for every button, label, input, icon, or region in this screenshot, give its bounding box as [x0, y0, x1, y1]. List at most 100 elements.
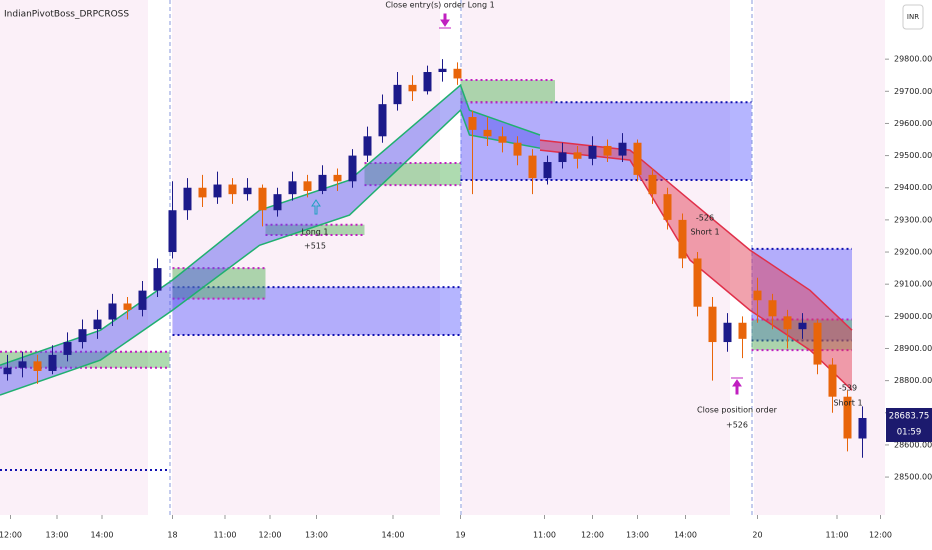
candle-body — [318, 174, 327, 191]
candle-body — [633, 142, 642, 175]
x-tick-label: 13:00 — [626, 531, 649, 540]
candle-body — [738, 322, 747, 339]
candle-body — [273, 194, 282, 211]
candle-body — [303, 181, 312, 191]
last-price: 28683.75 — [889, 411, 930, 421]
price-axis — [885, 0, 932, 550]
currency: INR — [907, 13, 919, 21]
candle-body — [468, 117, 477, 130]
last-price-box — [886, 407, 932, 442]
x-tick-label: 18 — [167, 531, 177, 540]
currency-badge[interactable] — [902, 4, 924, 30]
candle-body — [333, 174, 342, 182]
candle-body — [348, 155, 357, 182]
candle-body — [723, 322, 732, 343]
x-tick-label: 19 — [455, 531, 465, 540]
candle-body — [48, 354, 57, 371]
y-tick-label: 28900.00 — [894, 344, 932, 353]
y-tick-label: 29200.00 — [894, 248, 932, 257]
y-tick-label: 28600.00 — [894, 440, 932, 449]
y-tick-label: 28500.00 — [894, 473, 932, 482]
x-tick-label: 14:00 — [90, 531, 113, 540]
candle-body — [93, 319, 102, 330]
zone — [172, 268, 266, 299]
candle-body — [288, 181, 297, 195]
zone — [172, 287, 461, 335]
candle-body — [558, 152, 567, 163]
candle-body — [453, 68, 462, 79]
candle-body — [33, 361, 42, 371]
y-tick-label: 29000.00 — [894, 312, 932, 321]
x-tick-label: 12:00 — [258, 531, 281, 540]
x-tick-label: 14:00 — [381, 531, 404, 540]
zone — [364, 162, 461, 186]
candle-body — [543, 162, 552, 179]
candle-body — [618, 142, 627, 156]
off-session — [730, 0, 754, 515]
ribbon-fill — [0, 85, 540, 396]
candle-body — [228, 184, 237, 195]
candle-body — [843, 396, 852, 439]
candle-body — [138, 290, 147, 310]
y-tick-label: 28800.00 — [894, 376, 932, 385]
candle-body — [798, 322, 807, 330]
candle-body — [423, 72, 432, 92]
annotation: Close entry(s) order Long 1 — [385, 1, 494, 10]
x-tick-label: 11:00 — [825, 531, 848, 540]
candle-body — [768, 300, 777, 317]
time-axis — [0, 515, 885, 550]
candle-body — [198, 187, 207, 198]
candle-body — [528, 155, 537, 179]
y-tick-label: 29800.00 — [894, 55, 932, 64]
candle-body — [123, 303, 132, 310]
candle-body — [363, 136, 372, 156]
x-tick-label: 20 — [752, 531, 762, 540]
y-tick-label: 29700.00 — [894, 87, 932, 96]
candle-body — [258, 187, 267, 211]
candle-body — [678, 219, 687, 259]
ribbon-upper — [539, 139, 853, 331]
y-tick-label: 29500.00 — [894, 151, 932, 160]
candle-body — [573, 152, 582, 159]
x-tick-label: 12:00 — [581, 531, 604, 540]
x-tick-label: 14:00 — [674, 531, 697, 540]
indicator-title: IndianPivotBoss_DRPCROSS — [4, 10, 129, 20]
candle-body — [708, 306, 717, 343]
countdown: 01:59 — [897, 427, 922, 437]
annotation: +515 — [304, 242, 326, 251]
candle-body — [153, 268, 162, 291]
candle-body — [168, 210, 177, 253]
candle-body — [753, 290, 762, 301]
candle-body — [648, 174, 657, 195]
off-session — [148, 0, 172, 515]
y-tick-label: 29300.00 — [894, 215, 932, 224]
y-tick-label: 29600.00 — [894, 119, 932, 128]
candle-body — [858, 417, 867, 439]
y-tick-label: 29400.00 — [894, 183, 932, 192]
zone — [265, 224, 365, 235]
candle-body — [408, 84, 417, 92]
annotation: Short 1 — [833, 399, 862, 408]
candle-body — [588, 145, 597, 159]
arrow-marker — [311, 199, 321, 215]
ribbon-lower — [0, 108, 541, 396]
y-tick-label: 29100.00 — [894, 280, 932, 289]
candle-body — [3, 367, 12, 375]
candle-body — [783, 316, 792, 330]
zone — [0, 351, 170, 368]
x-tick-label: 11:00 — [213, 531, 236, 540]
candle-body — [243, 187, 252, 195]
annotation: Short 1 — [690, 228, 719, 237]
candle-body — [393, 84, 402, 105]
x-tick-label: 13:00 — [305, 531, 328, 540]
candle-body — [828, 364, 837, 397]
candle-body — [18, 361, 27, 368]
candle-body — [498, 136, 507, 143]
candle-body — [513, 142, 522, 156]
candle-body — [663, 194, 672, 220]
candle-body — [438, 68, 447, 73]
annotation: Close position order — [697, 406, 778, 415]
candle-body — [378, 104, 387, 137]
annotation: -539 — [839, 384, 857, 393]
